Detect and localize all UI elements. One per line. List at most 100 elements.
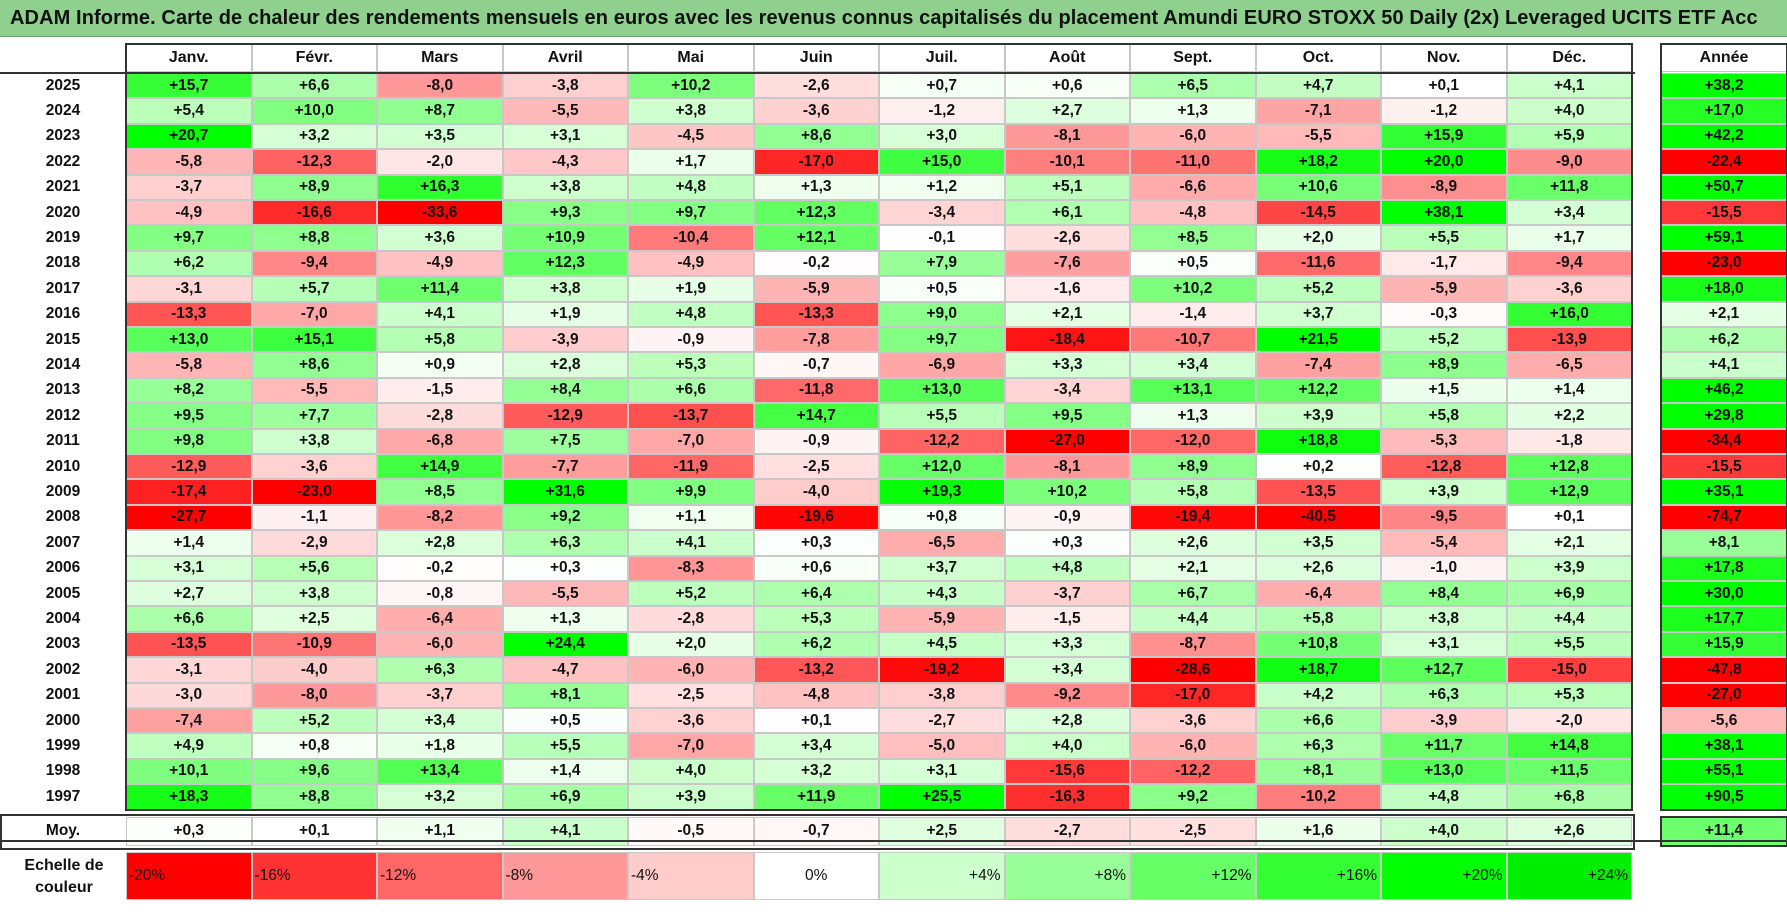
heatmap-cell: +5,5: [1381, 225, 1507, 251]
heatmap-cell: +1,9: [628, 276, 754, 302]
annual-cell: +15,9: [1661, 631, 1787, 658]
heatmap-cell: +1,4: [1506, 377, 1632, 404]
heatmap-cell: +12,2: [1255, 377, 1381, 404]
heatmap-cell: -3,8: [879, 682, 1005, 708]
heatmap-cell: +3,1: [879, 758, 1005, 785]
heatmap-cell: +0,8: [251, 733, 377, 759]
heatmap-cell: +6,3: [377, 657, 503, 683]
heatmap-cell: +9,8: [126, 428, 252, 454]
year-label: 2015: [45, 330, 81, 348]
heatmap-cell: +9,7: [628, 200, 754, 226]
heatmap-cell: +1,5: [1381, 377, 1507, 404]
heatmap-cell: +6,6: [628, 377, 754, 404]
heatmap-cell: +1,3: [1130, 98, 1256, 124]
heatmap-cell: +3,8: [1381, 606, 1507, 632]
heatmap-cell: -7,0: [251, 301, 377, 327]
title-bar: ADAM Informe. Carte de chaleur des rende…: [0, 0, 1787, 37]
heatmap-cell: +14,9: [377, 454, 503, 480]
heatmap-cell: -6,8: [377, 428, 503, 454]
heatmap-cell: -2,5: [753, 454, 879, 480]
heatmap-cell: +15,9: [1381, 123, 1507, 150]
heatmap-cell: +16,0: [1506, 301, 1632, 327]
annual-cell: -34,4: [1661, 428, 1787, 454]
heatmap-cell: +2,5: [251, 606, 377, 632]
heatmap-cell: +8,5: [377, 479, 503, 505]
heatmap-cell: +0,3: [1004, 530, 1130, 556]
heatmap-cell: +9,6: [251, 758, 377, 785]
heatmap-cell: -13,3: [753, 301, 879, 327]
heatmap-cell: +5,3: [753, 606, 879, 632]
heatmap-cell: -6,6: [1130, 174, 1256, 200]
heatmap-cell: -13,5: [126, 631, 252, 658]
heatmap-cell: +3,1: [502, 123, 628, 150]
heatmap-cell: -2,8: [377, 403, 503, 429]
heatmap-cell: -13,2: [753, 657, 879, 683]
heatmap-cell: -15,0: [1506, 657, 1632, 683]
heatmap-cell: +3,2: [753, 758, 879, 785]
heatmap-cell: +4,0: [1004, 733, 1130, 759]
heatmap-cell: +10,8: [1255, 631, 1381, 658]
month-header: Juin: [753, 44, 879, 72]
annual-cell: +46,2: [1661, 377, 1787, 404]
year-label: 2021: [45, 178, 81, 196]
heatmap-cell: +5,5: [502, 733, 628, 759]
annual-cell: +17,0: [1661, 98, 1787, 124]
heatmap-cell: -3,4: [1004, 377, 1130, 404]
heatmap-cell: -6,5: [879, 530, 1005, 556]
year-label: 2014: [45, 356, 81, 374]
heatmap-cell: +0,7: [879, 73, 1005, 99]
month-header: Mars: [377, 44, 503, 72]
heatmap-cell: +20,0: [1381, 149, 1507, 175]
heatmap-cell: +13,0: [1381, 758, 1507, 785]
heatmap-cell: +4,8: [1381, 784, 1507, 810]
heatmap-cell: +0,5: [502, 708, 628, 734]
color-scale-swatch: -20%: [126, 852, 252, 900]
year-label: 2002: [45, 660, 81, 678]
heatmap-cell: +4,3: [879, 581, 1005, 607]
heatmap-cell: -8,9: [1381, 174, 1507, 200]
heatmap-cell: +2,6: [1255, 555, 1381, 581]
heatmap-cell: -9,5: [1381, 504, 1507, 531]
heatmap-cell: +10,0: [251, 98, 377, 124]
heatmap-cell: -4,5: [628, 123, 754, 150]
heatmap-cell: +4,1: [628, 530, 754, 556]
heatmap-cell: +13,0: [879, 377, 1005, 404]
heatmap-cell: -3,1: [126, 657, 252, 683]
heatmap-cell: +6,1: [1004, 200, 1130, 226]
annual-cell: +18,0: [1661, 276, 1787, 302]
heatmap-cell: -2,0: [377, 149, 503, 175]
color-scale-swatch: -16%: [251, 852, 377, 900]
heatmap-cell: -2,6: [753, 73, 879, 99]
heatmap-cell: -12,9: [126, 454, 252, 480]
heatmap-cell: -1,1: [251, 504, 377, 531]
heatmap-cell: +3,8: [628, 98, 754, 124]
month-header: Mai: [628, 44, 754, 72]
color-scale-swatch: +16%: [1255, 852, 1381, 900]
color-scale-label: Echelle de couleur: [24, 857, 104, 896]
heatmap-cell: +1,9: [502, 301, 628, 327]
heatmap-cell: +3,5: [377, 123, 503, 150]
heatmap-cell: +2,0: [628, 631, 754, 658]
heatmap-cell: +3,7: [879, 555, 1005, 581]
heatmap-cell: +0,1: [1381, 73, 1507, 99]
annual-cell: -23,0: [1661, 250, 1787, 277]
heatmap-cell: -1,8: [1506, 428, 1632, 454]
heatmap-cell: -0,2: [377, 555, 503, 581]
heatmap-cell: +6,3: [502, 530, 628, 556]
heatmap-cell: +2,1: [1130, 555, 1256, 581]
heatmap-cell: -14,5: [1255, 200, 1381, 226]
year-label: 2020: [45, 203, 81, 221]
heatmap-cell: +3,4: [753, 733, 879, 759]
heatmap-cell: -13,3: [126, 301, 252, 327]
heatmap-cell: -9,2: [1004, 682, 1130, 708]
heatmap-cell: -16,3: [1004, 784, 1130, 810]
heatmap-cell: -0,7: [753, 352, 879, 378]
heatmap-cell: +6,3: [1255, 733, 1381, 759]
heatmap-cell: -1,2: [879, 98, 1005, 124]
heatmap-cell: -1,5: [377, 377, 503, 404]
heatmap-cell: -8,3: [628, 555, 754, 581]
heatmap-cell: -3,0: [126, 682, 252, 708]
heatmap-cell: +3,2: [377, 784, 503, 810]
heatmap-cell: +11,4: [377, 276, 503, 302]
